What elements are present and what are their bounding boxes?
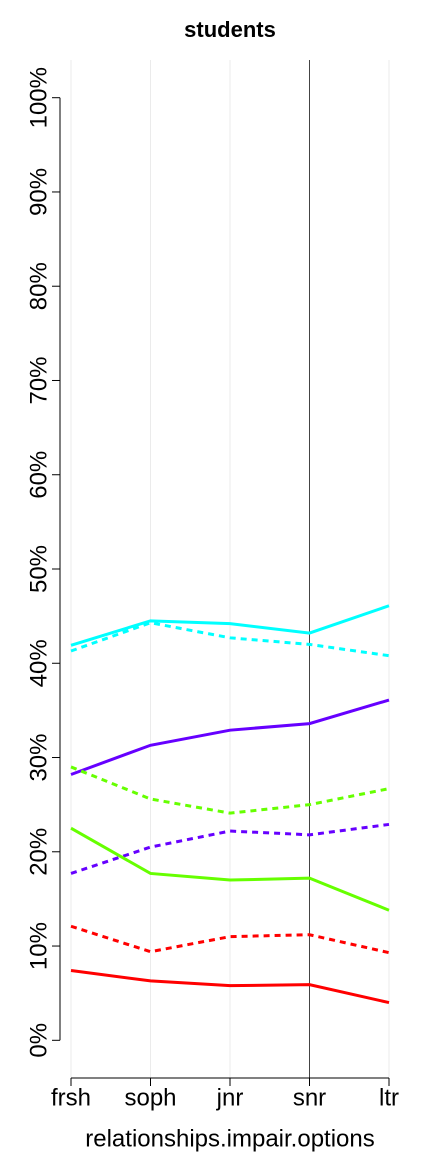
y-tick-label: 100% bbox=[25, 67, 52, 128]
y-tick-label: 0% bbox=[25, 1023, 52, 1058]
line-series bbox=[70, 621, 390, 658]
chart-title: students bbox=[184, 17, 276, 42]
y-tick-label: 10% bbox=[25, 922, 52, 970]
line-series bbox=[70, 969, 390, 1005]
x-tick-label: soph bbox=[124, 1084, 176, 1111]
x-tick-label: frsh bbox=[51, 1084, 91, 1111]
y-tick-label: 40% bbox=[25, 639, 52, 687]
y-tick-label: 50% bbox=[25, 545, 52, 593]
y-tick-label: 30% bbox=[25, 733, 52, 781]
line-series bbox=[70, 698, 390, 776]
x-axis-label: relationships.impair.options bbox=[85, 1125, 375, 1152]
x-tick-label: jnr bbox=[216, 1084, 244, 1111]
x-tick-label: ltr bbox=[379, 1084, 399, 1111]
line-series bbox=[70, 924, 390, 955]
y-tick-label: 20% bbox=[25, 828, 52, 876]
line-series bbox=[70, 604, 390, 647]
line-series bbox=[70, 765, 390, 815]
x-tick-label: snr bbox=[293, 1084, 326, 1111]
y-tick-label: 60% bbox=[25, 451, 52, 499]
line-series bbox=[70, 822, 390, 875]
y-tick-label: 90% bbox=[25, 168, 52, 216]
y-tick-label: 70% bbox=[25, 356, 52, 404]
y-tick-label: 80% bbox=[25, 262, 52, 310]
line-series bbox=[70, 826, 390, 912]
